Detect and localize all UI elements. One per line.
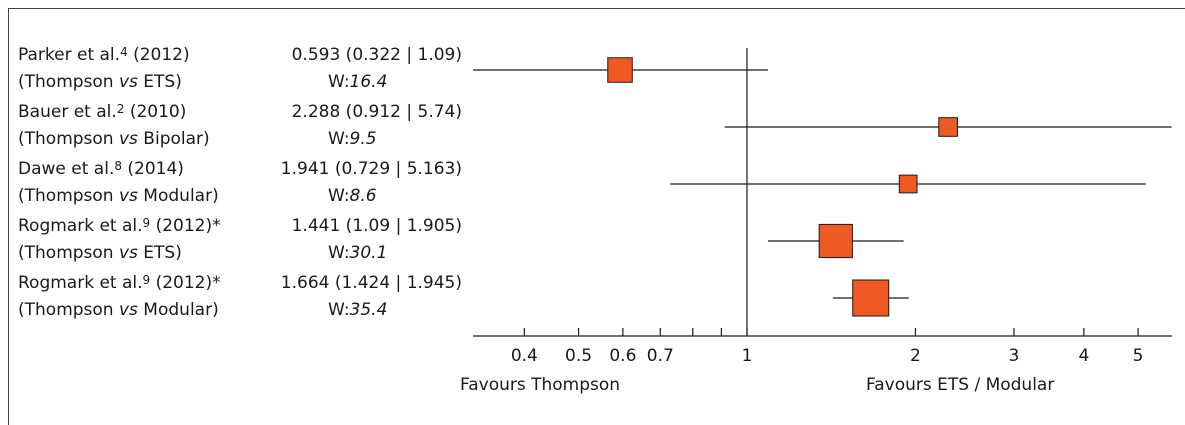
x-tick-label: 0.4 [511, 346, 538, 366]
favours-right-label: Favours ETS / Modular [866, 375, 1054, 395]
study-comparison: (Thompson vs ETS) [18, 243, 182, 263]
study-estimate-ci: 0.593 (0.322 | 1.09) [291, 45, 462, 65]
study-weight: W:30.1 [328, 243, 388, 263]
study-comparison: (Thompson vs ETS) [18, 72, 182, 92]
favours-left-label: Favours Thompson [460, 375, 620, 395]
study-name: Parker et al.4 (2012) [18, 45, 190, 65]
figure-frame-left [8, 8, 9, 425]
point-estimate-marker [818, 223, 853, 259]
x-tick-label: 2 [910, 346, 921, 366]
study-weight: W:35.4 [328, 300, 388, 320]
study-name: Rogmark et al.9 (2012)* [18, 273, 221, 293]
x-tick-label: 5 [1133, 346, 1144, 366]
x-tick-label: 1 [742, 346, 753, 366]
x-tick-label: 0.7 [647, 346, 674, 366]
study-name: Rogmark et al.9 (2012)* [18, 216, 221, 236]
study-comparison: (Thompson vs Modular) [18, 300, 219, 320]
study-estimate-ci: 2.288 (0.912 | 5.74) [291, 102, 462, 122]
point-estimate-marker [938, 117, 958, 137]
study-comparison: (Thompson vs Modular) [18, 186, 219, 206]
study-estimate-ci: 1.941 (0.729 | 5.163) [280, 159, 462, 179]
point-estimate-marker [898, 174, 918, 194]
point-estimate-marker [852, 279, 890, 317]
x-tick-label: 3 [1009, 346, 1020, 366]
study-estimate-ci: 1.664 (1.424 | 1.945) [280, 273, 462, 293]
x-tick-label: 0.5 [565, 346, 592, 366]
study-weight: W:9.5 [328, 129, 377, 149]
figure-frame-top [8, 8, 1185, 9]
study-comparison: (Thompson vs Bipolar) [18, 129, 210, 149]
x-tick-label: 0.6 [609, 346, 636, 366]
study-name: Bauer et al.2 (2010) [18, 102, 187, 122]
study-weight: W:8.6 [328, 186, 377, 206]
study-estimate-ci: 1.441 (1.09 | 1.905) [291, 216, 462, 236]
point-estimate-marker [607, 57, 633, 83]
study-weight: W:16.4 [328, 72, 388, 92]
x-tick-label: 4 [1078, 346, 1089, 366]
study-name: Dawe et al.8 (2014) [18, 159, 184, 179]
